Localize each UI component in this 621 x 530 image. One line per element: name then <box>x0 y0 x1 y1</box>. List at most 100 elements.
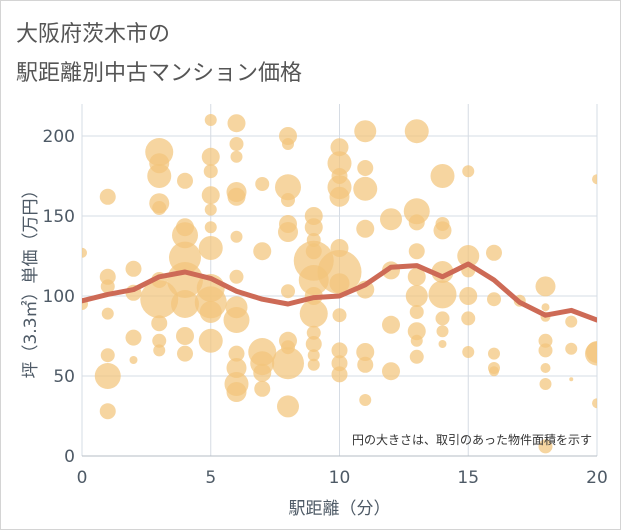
bubble-point <box>357 160 374 176</box>
x-tick-label: 10 <box>329 468 351 488</box>
bubble-point <box>433 221 452 240</box>
bubble-point <box>167 262 203 298</box>
bubble-point <box>331 355 348 372</box>
bubble-point <box>125 329 142 346</box>
y-tick-label: 0 <box>64 447 75 467</box>
y-tick-label: 200 <box>43 127 75 147</box>
bubble-point <box>277 395 299 418</box>
bubble-point <box>592 398 597 409</box>
x-tick-label: 15 <box>457 468 479 488</box>
bubble-point <box>203 164 218 179</box>
bubble-point <box>540 363 551 373</box>
bubble-point <box>153 344 166 357</box>
bubble-point <box>565 342 578 355</box>
bubble-point <box>82 247 87 258</box>
bubble-point <box>152 333 167 348</box>
bubble-point <box>486 244 502 261</box>
bubble-point <box>254 380 271 397</box>
bubble-point <box>565 315 578 328</box>
y-tick-label: 100 <box>43 287 75 307</box>
bubble-point <box>330 138 349 157</box>
bubble-point <box>151 315 168 332</box>
bubble-point <box>329 273 350 294</box>
bubble-point <box>101 307 114 320</box>
bubble-point <box>407 267 426 286</box>
bubble-point <box>436 325 449 338</box>
bubble-point <box>317 250 362 294</box>
bubble-point <box>125 260 142 277</box>
bubble-point <box>172 222 198 249</box>
average-price-line <box>82 261 597 323</box>
bubble-point <box>539 378 552 390</box>
bubble-point <box>353 176 378 201</box>
bubble-point <box>408 243 425 260</box>
y-tick-label: 150 <box>43 207 75 227</box>
bubble-point <box>408 214 425 231</box>
bubble-point <box>282 138 294 150</box>
bubble-point <box>535 276 556 297</box>
bubble-point <box>272 347 304 380</box>
bubble-point <box>409 305 424 319</box>
bubble-point <box>585 341 597 366</box>
bubble-point <box>223 307 250 333</box>
bubble-point <box>140 280 179 319</box>
bubble-point <box>538 333 553 348</box>
bubble-point <box>100 348 115 363</box>
bubble-point <box>147 164 172 188</box>
chart-title-line-2: 駅距離別中古マンション価格 <box>16 61 303 86</box>
bubble-point <box>129 356 138 364</box>
bubble-point <box>176 327 194 345</box>
bubble-point <box>327 151 352 176</box>
bubble-point <box>541 303 550 312</box>
bubble-point <box>569 377 574 382</box>
x-axis-title: 駅距離（分） <box>289 499 391 519</box>
bubble-point <box>538 439 553 454</box>
bubble-point <box>592 174 597 185</box>
bubble-point <box>332 308 347 323</box>
bubble-point <box>100 279 115 294</box>
bubble-point <box>177 172 193 189</box>
x-tick-label: 5 <box>205 468 216 488</box>
bubble-point <box>487 292 501 307</box>
bubble-point <box>306 325 321 340</box>
bubble-point <box>331 342 348 359</box>
bubble-point <box>407 322 426 341</box>
bubble-point <box>278 222 298 242</box>
bubble-point <box>226 358 247 378</box>
chart-title-line-1: 大阪府茨木市の <box>16 22 171 47</box>
bubble-point <box>255 177 270 191</box>
bubble-point <box>459 287 478 305</box>
bubble-point <box>253 363 272 382</box>
bubble-point <box>281 193 295 207</box>
bubble-point <box>356 219 375 238</box>
bubble-point <box>227 187 246 206</box>
bubble-point <box>329 186 350 207</box>
bubble-point <box>299 299 328 328</box>
bubble-point <box>227 114 246 133</box>
bubble-point <box>331 366 348 383</box>
bubble-point <box>229 137 244 151</box>
bubble-point <box>152 201 167 215</box>
bubble-point <box>204 203 217 216</box>
bubble-point <box>305 336 322 352</box>
bubble-point <box>304 218 323 237</box>
size-annotation: 円の大きさは、取引のあった物件面積を示す <box>352 432 592 447</box>
bubble-point <box>382 315 400 334</box>
bubble-point <box>435 311 450 326</box>
bubble-point <box>230 230 243 243</box>
bubble-point <box>253 242 272 261</box>
y-axis-title: 坪（3.3㎡）単価（万円） <box>21 181 41 378</box>
bubble-point <box>354 120 377 143</box>
bubble-point <box>462 346 475 358</box>
bubble-point <box>404 119 429 144</box>
bubble-point <box>380 208 402 231</box>
bubble-point <box>357 356 374 373</box>
bubble-point <box>430 164 455 188</box>
bubble-point <box>410 334 423 347</box>
bubble-point <box>457 245 480 267</box>
bubble-point <box>403 198 430 225</box>
bubble-point <box>201 186 220 205</box>
bubble-point <box>489 366 499 377</box>
bubble-point <box>198 328 223 353</box>
